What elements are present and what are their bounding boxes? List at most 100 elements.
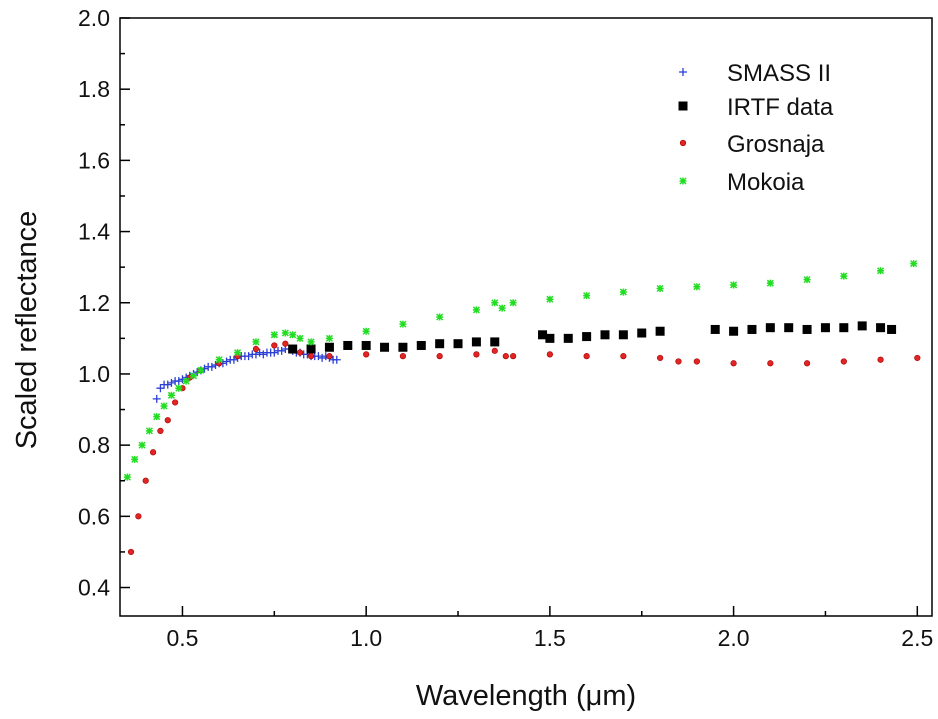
data-point-grosnaja xyxy=(675,358,682,365)
legend-marker-shape xyxy=(679,139,687,147)
data-point-irtf-data xyxy=(380,342,390,352)
x-tick-label: 2.5 xyxy=(901,625,933,651)
y-tick-label: 0.8 xyxy=(78,432,110,458)
data-point-irtf-data xyxy=(398,342,408,352)
data-point-grosnaja xyxy=(172,399,179,406)
data-point-smass-ii xyxy=(270,348,279,357)
data-point-irtf-data xyxy=(857,321,867,331)
data-point-grosnaja xyxy=(473,351,480,358)
data-point-grosnaja xyxy=(491,347,498,354)
data-point-mokoia xyxy=(215,356,223,364)
plot-marks xyxy=(123,260,921,556)
data-point-irtf-data xyxy=(306,344,316,354)
y-tick-label: 1.4 xyxy=(78,219,110,245)
data-point-irtf-data xyxy=(490,337,500,347)
data-point-mokoia xyxy=(189,372,198,380)
legend-marker-shape xyxy=(679,177,687,185)
data-point-irtf-data xyxy=(600,330,610,340)
data-point-smass-ii xyxy=(152,394,161,403)
data-point-irtf-data xyxy=(582,332,592,342)
data-point-grosnaja xyxy=(510,353,517,360)
data-point-grosnaja xyxy=(767,360,774,367)
data-point-mokoia xyxy=(730,281,738,289)
legend-marker-mokoia-icon xyxy=(679,177,687,185)
data-point-irtf-data xyxy=(784,323,794,333)
legend-marker-shape xyxy=(679,68,687,76)
data-point-irtf-data xyxy=(618,330,628,340)
data-point-mokoia xyxy=(399,320,407,328)
x-tick-label: 2.0 xyxy=(718,625,750,651)
data-point-smass-ii xyxy=(318,353,327,362)
data-point-mokoia xyxy=(234,349,242,357)
legend-marker-irtf-icon xyxy=(678,101,688,111)
data-point-grosnaja xyxy=(877,356,884,363)
data-point-irtf-data xyxy=(765,323,775,333)
y-tick-label: 1.8 xyxy=(78,76,110,102)
data-point-irtf-data xyxy=(876,323,886,333)
data-point-mokoia xyxy=(840,272,848,280)
data-point-mokoia xyxy=(619,288,627,296)
data-point-smass-ii xyxy=(229,355,238,364)
data-point-mokoia xyxy=(803,276,811,284)
legend-item-mokoia: Mokoia xyxy=(679,169,805,196)
data-point-smass-ii xyxy=(156,384,165,393)
data-point-grosnaja xyxy=(135,513,142,520)
legend-marker-shape xyxy=(678,101,688,111)
legend-label-mokoia: Mokoia xyxy=(727,169,805,196)
data-point-mokoia xyxy=(766,279,774,287)
legend: SMASS II IRTF data Grosnaja Mokoia xyxy=(678,60,834,196)
data-point-grosnaja xyxy=(914,354,921,362)
data-point-grosnaja xyxy=(326,353,333,360)
data-point-grosnaja xyxy=(657,354,664,362)
data-point-grosnaja xyxy=(840,358,847,365)
data-point-irtf-data xyxy=(453,339,463,349)
data-point-grosnaja xyxy=(296,349,304,356)
y-tick-label: 0.4 xyxy=(78,575,110,601)
data-point-mokoia xyxy=(138,441,146,449)
data-point-grosnaja xyxy=(252,345,260,353)
data-point-mokoia xyxy=(472,306,480,314)
data-point-irtf-data xyxy=(343,340,353,350)
data-point-grosnaja xyxy=(363,351,370,358)
data-point-irtf-data xyxy=(545,333,555,343)
data-point-irtf-data xyxy=(729,326,739,336)
data-point-mokoia xyxy=(160,402,168,410)
data-point-grosnaja xyxy=(307,353,315,360)
data-point-irtf-data xyxy=(637,328,647,338)
data-point-smass-ii xyxy=(259,350,268,359)
data-point-smass-ii xyxy=(174,377,183,386)
data-point-grosnaja xyxy=(271,342,278,349)
data-point-mokoia xyxy=(296,334,304,342)
data-point-mokoia xyxy=(546,295,554,303)
data-point-irtf-data xyxy=(747,324,757,334)
data-point-smass-ii xyxy=(222,357,231,366)
data-point-grosnaja xyxy=(730,360,737,367)
data-point-irtf-data xyxy=(416,340,426,350)
data-point-smass-ii xyxy=(255,348,264,357)
data-point-mokoia xyxy=(153,413,161,421)
data-point-irtf-data xyxy=(288,344,298,354)
data-point-irtf-data xyxy=(324,342,334,352)
data-point-mokoia xyxy=(182,377,190,385)
y-tick-label: 1.2 xyxy=(78,290,110,316)
data-point-smass-ii xyxy=(277,346,286,355)
data-point-smass-ii xyxy=(314,352,323,361)
data-point-grosnaja xyxy=(282,340,289,347)
data-point-irtf-data xyxy=(820,323,830,333)
x-tick-label: 0.5 xyxy=(166,625,198,651)
y-tick-label: 0.6 xyxy=(78,503,110,529)
legend-marker-smass-icon xyxy=(679,68,687,76)
data-point-irtf-data xyxy=(471,337,481,347)
data-point-grosnaja xyxy=(164,417,171,424)
y-tick-label: 2.0 xyxy=(78,5,110,31)
y-axis-title: Scaled reflectance xyxy=(11,211,43,450)
legend-label-irtf: IRTF data xyxy=(727,94,834,121)
data-point-mokoia xyxy=(491,299,499,307)
data-point-grosnaja xyxy=(142,477,149,484)
data-point-grosnaja xyxy=(583,353,590,360)
x-tick-label: 1.5 xyxy=(534,625,566,651)
data-point-mokoia xyxy=(877,267,885,275)
data-point-grosnaja xyxy=(127,548,135,556)
data-point-mokoia xyxy=(281,329,289,337)
